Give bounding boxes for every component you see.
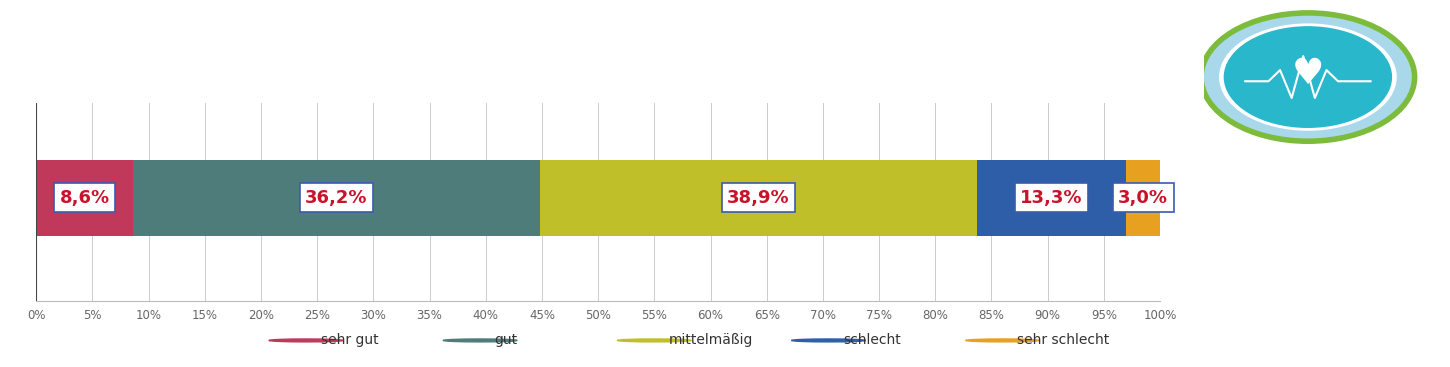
Circle shape: [268, 339, 344, 342]
Bar: [1127, 160, 1160, 236]
Circle shape: [966, 339, 1040, 342]
Circle shape: [792, 339, 866, 342]
Circle shape: [618, 339, 692, 342]
Text: schlecht: schlecht: [842, 334, 900, 348]
Bar: [539, 160, 977, 236]
Text: Inwiefern fühlen Sie sich über die Gesundheitsangebote im Unternehmen informiert: Inwiefern fühlen Sie sich über die Gesun…: [64, 46, 1034, 65]
Text: gut: gut: [494, 334, 518, 348]
Bar: [977, 160, 1127, 236]
Circle shape: [444, 339, 518, 342]
Text: 8,6%: 8,6%: [59, 189, 110, 207]
Circle shape: [1201, 13, 1415, 141]
Bar: [36, 160, 133, 236]
Text: 38,9%: 38,9%: [726, 189, 790, 207]
Text: sehr gut: sehr gut: [320, 334, 378, 348]
Circle shape: [1224, 27, 1392, 127]
Text: ♥: ♥: [1292, 57, 1324, 91]
Bar: [133, 160, 539, 236]
Text: sehr schlecht: sehr schlecht: [1018, 334, 1109, 348]
Text: 13,3%: 13,3%: [1021, 189, 1083, 207]
Circle shape: [1219, 24, 1396, 130]
Text: 3,0%: 3,0%: [1118, 189, 1169, 207]
Text: 36,2%: 36,2%: [304, 189, 367, 207]
Text: mittelmäßig: mittelmäßig: [668, 334, 754, 348]
